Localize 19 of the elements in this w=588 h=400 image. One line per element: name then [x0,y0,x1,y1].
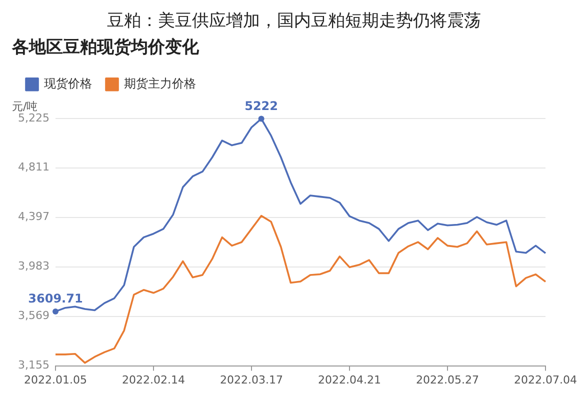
y-tick-label: 5,225 [18,111,50,124]
y-tick-label: 4,811 [18,160,50,174]
x-tick-label: 2022.04.21 [318,373,381,386]
y-tick-label: 3,155 [18,358,50,372]
legend-label: 现货价格 [44,76,92,91]
legend-label: 期货主力价格 [124,76,196,91]
x-tick-label: 2022.03.17 [220,373,283,386]
y-tick-label: 4,397 [18,210,50,224]
x-tick-label: 2022.02.14 [122,373,185,386]
chart-title: 各地区豆粕现货均价变化 [11,38,200,58]
y-tick-label: 3,983 [18,260,50,273]
y-tick-label: 3,569 [18,309,50,322]
x-tick-label: 2022.05.27 [416,373,479,386]
chart-subtitle: 豆粕：美豆供应增加，国内豆粕短期走势仍将震荡 [106,10,482,33]
x-tick-label: 2022.07.04 [514,373,577,386]
data-label: 5222 [244,98,278,113]
y-axis-title: 元/吨 [12,100,38,113]
x-tick-label: 2022.01.05 [24,373,87,386]
data-label: 3609.71 [28,292,83,306]
